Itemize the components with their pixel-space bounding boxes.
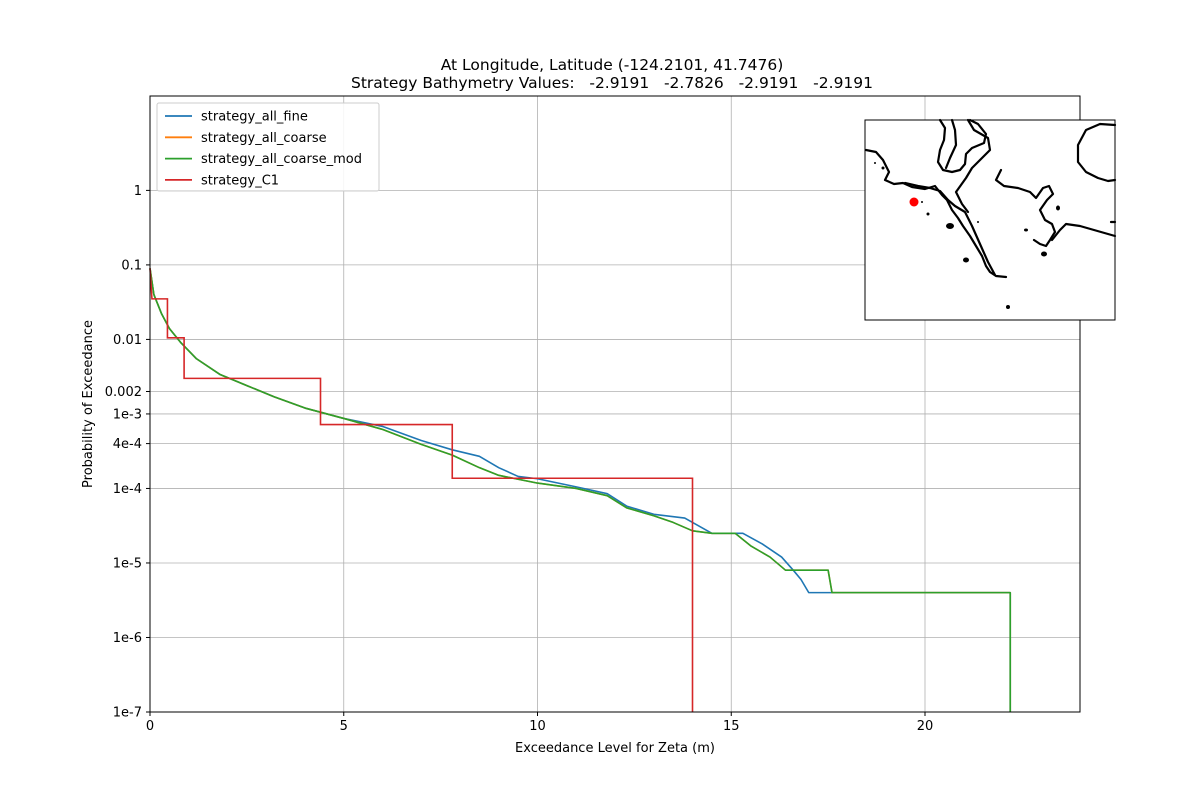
island-shapes xyxy=(874,162,1060,309)
y-tick-label: 0.1 xyxy=(121,258,142,273)
legend-label: strategy_all_coarse_mod xyxy=(201,152,362,167)
axis-ticks: 0 5 10 15 20 1 0.1 0.01 0.002 1e-3 4e-4 1e-4 1e-5 1e-… xyxy=(105,184,933,734)
y-tick-label: 4e-4 xyxy=(113,437,142,452)
y-axis-label: Probability of Exceedance xyxy=(81,320,96,488)
y-tick-label: 1e-5 xyxy=(113,556,142,571)
series-line-strategy-C1 xyxy=(149,268,694,712)
inset-map xyxy=(864,118,1117,321)
y-tick-label: 1e-6 xyxy=(113,631,142,646)
plot-frame xyxy=(149,95,1081,713)
x-tick-label: 0 xyxy=(146,719,154,734)
x-tick-label: 20 xyxy=(917,719,934,734)
inset-map-frame xyxy=(864,119,1116,321)
series-line-strategy-all-coarse-mod xyxy=(149,268,1012,712)
x-tick-label: 15 xyxy=(723,719,740,734)
chart-subtitle: Strategy Bathymetry Values: -2.9191 -2.7… xyxy=(351,74,873,92)
coastline-outline xyxy=(864,118,1117,279)
y-tick-label: 1e-3 xyxy=(113,407,142,422)
legend: strategy_all_fine strategy_all_coarsestra… xyxy=(156,102,380,192)
legend-label: strategy_all_coarse xyxy=(201,131,327,146)
y-tick-label: 0.01 xyxy=(113,333,142,348)
chart-title: At Longitude, Latitude (-124.2101, 41.74… xyxy=(441,56,784,74)
legend-label: strategy_C1 xyxy=(201,173,279,188)
location-marker xyxy=(909,197,919,207)
y-tick-label: 1e-7 xyxy=(113,706,142,721)
x-tick-label: 10 xyxy=(529,719,546,734)
x-axis-label: Exceedance Level for Zeta (m) xyxy=(515,741,715,756)
series-lines xyxy=(149,268,1012,712)
y-tick-label: 1 xyxy=(134,184,142,199)
legend-box xyxy=(156,102,380,192)
y-tick-label: 1e-4 xyxy=(113,482,142,497)
x-tick-label: 5 xyxy=(340,719,348,734)
legend-label: strategy_all_fine xyxy=(201,110,308,125)
y-tick-label: 0.002 xyxy=(105,385,142,400)
